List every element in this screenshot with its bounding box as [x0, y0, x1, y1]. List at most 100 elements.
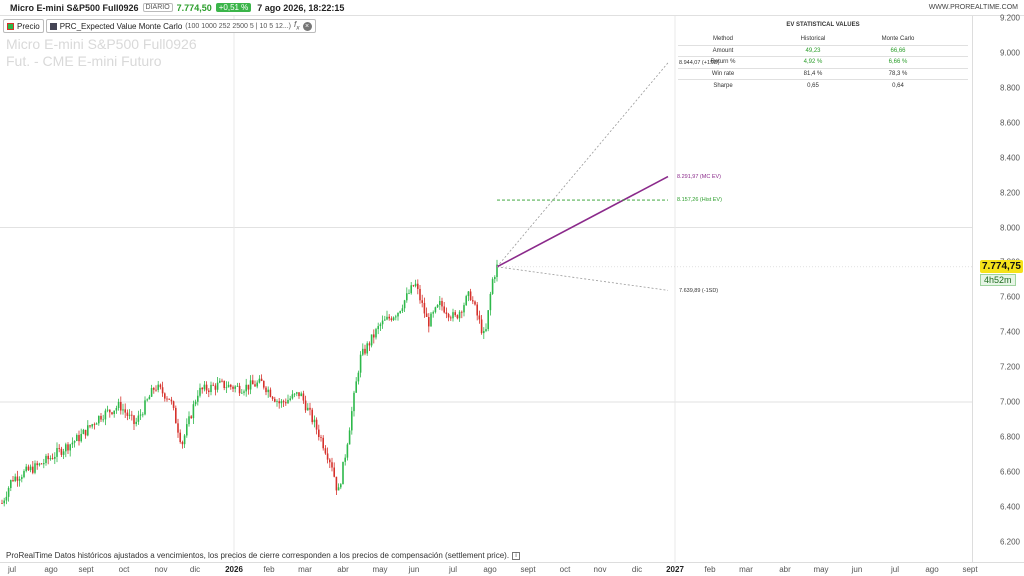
time-axis[interactable]: jul ago sept oct nov dic 2026 feb mar abr may jun ju… [0, 562, 1024, 576]
change-badge: +0,51 % [215, 3, 252, 12]
candle-body [166, 398, 168, 400]
candle-body [131, 414, 133, 416]
candle-body [441, 300, 443, 307]
candle-body [40, 463, 43, 465]
candle-body [155, 389, 157, 391]
info-icon[interactable]: i [512, 551, 521, 560]
candle-body [161, 387, 164, 394]
candle-body [472, 300, 474, 302]
candle-body [210, 384, 212, 393]
candle-body [245, 384, 247, 392]
price-tick-label: 6.400 [999, 502, 1020, 512]
watermark-line-1: Micro E-mini S&P500 Full0926 [6, 36, 197, 52]
time-tick-label: oct [118, 565, 130, 574]
candle-body [144, 400, 146, 415]
price-chart[interactable] [0, 16, 972, 562]
candle-body [89, 425, 91, 427]
candle-body [436, 304, 439, 308]
close-icon[interactable]: × [302, 21, 312, 31]
candle-body [175, 407, 177, 424]
disclaimer-text: ProRealTime Datos históricos ajustados a… [6, 551, 510, 560]
candle-body [476, 304, 478, 316]
price-tick-label: 6.600 [999, 467, 1020, 477]
candle-body [247, 384, 250, 390]
time-tick-label: sept [78, 565, 94, 574]
candle-body [47, 455, 49, 460]
candle-body [450, 317, 452, 319]
candle-body [480, 319, 483, 334]
candle-body [340, 484, 342, 488]
candle-body [113, 410, 115, 415]
candle-body [406, 293, 408, 301]
candle-body [318, 429, 320, 438]
candle-body [401, 308, 404, 312]
fx-icon[interactable]: fx [294, 20, 300, 32]
candle-body [322, 437, 324, 449]
price-axis[interactable]: 9.2009.0008.8008.6008.4008.2008.0007.800… [972, 14, 1024, 562]
candle-body [181, 442, 184, 445]
time-tick-label: ago [925, 565, 939, 574]
candle-body [377, 326, 379, 330]
candle-body [331, 462, 333, 468]
stats-header: Monte Carlo [881, 36, 915, 43]
candle-body [364, 348, 366, 354]
candle-body [10, 480, 12, 489]
candle-body [29, 466, 32, 471]
indicator-tag[interactable]: PRC_Expected Value Monte Carlo (100 1000… [45, 19, 316, 33]
candle-body [271, 396, 274, 399]
price-tag[interactable]: Precio [3, 19, 44, 33]
candle-body [227, 384, 230, 388]
candle-body [447, 314, 450, 318]
time-tick-label: sept [520, 565, 536, 574]
watermark: Micro E-mini S&P500 Full0926 Fut. - CME … [6, 36, 197, 70]
candle-body [91, 424, 93, 427]
time-tick-label: mar [739, 565, 753, 574]
mc-ev-line [496, 175, 669, 268]
candle-body [73, 440, 76, 443]
price-tick-label: 7.600 [999, 292, 1020, 302]
candle-body [260, 378, 263, 381]
candle-body [465, 296, 467, 306]
candle-body [241, 392, 243, 394]
disclaimer: ProRealTime Datos históricos ajustados a… [6, 551, 521, 560]
candle-body [362, 348, 364, 355]
candle-body [375, 329, 377, 338]
candle-body [51, 458, 54, 459]
candle-body [18, 478, 21, 481]
timeframe-badge[interactable]: DIARIO [142, 3, 173, 12]
candle-body [102, 419, 104, 421]
candle-body [386, 316, 388, 320]
candle-body [487, 310, 489, 330]
candle-body [104, 410, 107, 420]
price-tick-label: 7.200 [999, 362, 1020, 372]
candle-body [373, 334, 375, 338]
candle-body [434, 307, 437, 313]
candle-body [425, 313, 428, 317]
time-tick-label: jul [7, 565, 17, 574]
price-tick-label: 8.000 [999, 223, 1020, 232]
candle-body [335, 476, 338, 491]
stats-historical: 4,92 % [803, 59, 823, 66]
candle-body [309, 407, 311, 410]
stats-header: Historical [800, 36, 826, 43]
candle-body [456, 315, 459, 319]
candle-body [461, 311, 463, 313]
candle-body [432, 312, 434, 314]
hist-ev-label: 8.157,26 (Hist EV) [677, 197, 722, 203]
symbol-title[interactable]: Micro E-mini S&P500 Full0926 [10, 2, 139, 13]
candle-body [43, 463, 45, 465]
candle-body [120, 401, 122, 411]
mc-ev-label: 8.291,97 (MC EV) [677, 174, 722, 180]
brand-url[interactable]: WWW.PROREALTIME.COM [928, 4, 1018, 11]
candle-body [254, 384, 256, 387]
candle-body [170, 399, 173, 402]
candle-body [221, 380, 223, 382]
candle-body [278, 401, 280, 404]
time-to-close-box: 4h52m [980, 274, 1016, 286]
time-tick-label: jun [851, 565, 863, 574]
candle-body [95, 423, 98, 425]
candle-body [87, 425, 89, 436]
candle-body [21, 477, 23, 479]
stats-row: Win rate 81,4 % 78,3 % [678, 69, 968, 80]
time-tick-label: ago [44, 565, 58, 574]
